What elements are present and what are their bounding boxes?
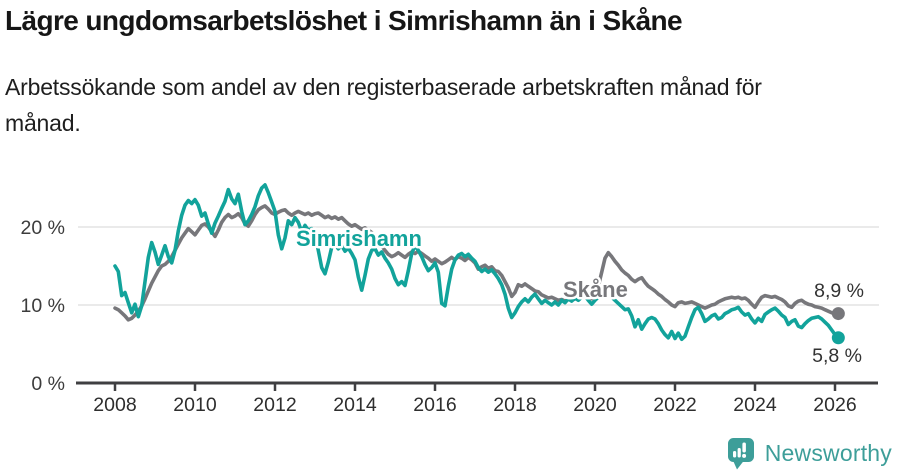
subtitle-line-2: månad. bbox=[5, 110, 81, 137]
series-end-dot-simrishamn bbox=[831, 331, 845, 345]
x-axis-tick-label: 2014 bbox=[333, 394, 377, 416]
series-end-value-skne: 8,9 % bbox=[814, 280, 864, 302]
y-axis-tick-label: 20 % bbox=[21, 217, 65, 239]
x-axis-tick-label: 2012 bbox=[253, 394, 296, 416]
subtitle-line-1: Arbetssökande som andel av den registerb… bbox=[5, 74, 762, 100]
x-axis-tick-label: 2016 bbox=[413, 394, 456, 416]
x-axis-tick-label: 2024 bbox=[733, 394, 777, 416]
brand-name: Newsworthy bbox=[764, 440, 892, 466]
series-label-skne: Skåne bbox=[563, 277, 628, 302]
chart-subtitle: Arbetssökande som andel av den registerb… bbox=[5, 69, 865, 141]
y-axis-tick-label: 10 % bbox=[21, 295, 65, 317]
series-line-simrishamn bbox=[113, 183, 841, 342]
brand-footer: Newsworthy bbox=[726, 437, 892, 470]
x-axis-tick-label: 2026 bbox=[813, 394, 856, 416]
x-axis-tick-label: 2020 bbox=[573, 394, 617, 416]
series-end-dot-skne bbox=[831, 307, 845, 321]
page-title: Lägre ungdomsarbetslöshet i Simrishamn ä… bbox=[5, 5, 683, 36]
newsworthy-logo-icon bbox=[727, 438, 754, 470]
x-axis-tick-label: 2008 bbox=[93, 394, 136, 416]
x-axis-tick-label: 2022 bbox=[653, 394, 696, 416]
x-axis-tick-label: 2018 bbox=[493, 394, 536, 416]
x-axis-tick-label: 2010 bbox=[173, 394, 217, 416]
y-axis-tick-label: 0 % bbox=[31, 373, 65, 395]
series-label-simrishamn: Simrishamn bbox=[296, 226, 422, 251]
series-end-value-simrishamn: 5,8 % bbox=[812, 345, 862, 367]
